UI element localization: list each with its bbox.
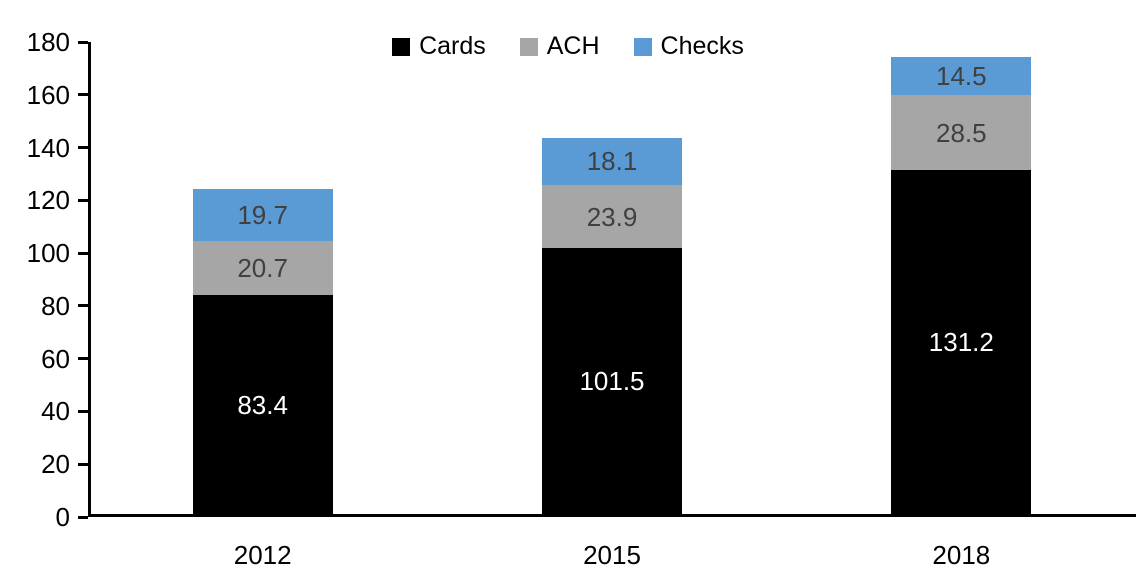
bar-segment-value: 19.7 — [237, 200, 288, 231]
y-axis-tick-label: 60 — [41, 343, 70, 374]
bar-segment-value: 28.5 — [936, 117, 987, 148]
y-axis-tick-label: 160 — [26, 79, 70, 110]
y-axis-tick-label: 20 — [41, 449, 70, 480]
bar-segment-ach-2018: 28.5 — [891, 95, 1032, 170]
legend-item-cards: Cards — [392, 34, 486, 59]
bar-segment-ach-2015: 23.9 — [542, 185, 682, 248]
y-axis-tick-label: 140 — [26, 132, 70, 163]
y-axis-tick — [78, 409, 88, 413]
bar-segment-cards-2015: 101.5 — [542, 247, 682, 514]
bar-segment-value: 18.1 — [586, 146, 638, 177]
y-axis-tick-label: 0 — [55, 502, 70, 532]
legend-swatch-icon — [392, 37, 411, 56]
bar-segment-value: 83.4 — [237, 389, 288, 420]
x-axis-label-2018: 2018 — [932, 540, 991, 570]
y-axis-tick-label: 180 — [26, 27, 70, 57]
x-axis-label-2015: 2015 — [583, 540, 641, 570]
y-axis-tick — [78, 251, 88, 255]
y-axis-tick-label: 40 — [41, 396, 70, 427]
y-axis-tick — [78, 515, 88, 519]
y-axis-tick — [78, 40, 88, 44]
y-axis-tick — [78, 146, 88, 150]
bar-segment-ach-2012: 20.7 — [192, 241, 333, 296]
legend-swatch-icon — [633, 37, 652, 56]
legend-item-label: Cards — [419, 32, 486, 60]
y-axis-tick-label: 100 — [26, 238, 70, 269]
bar-segment-value: 101.5 — [579, 365, 645, 396]
bar-segment-checks-2018: 14.5 — [891, 57, 1032, 96]
plot-area: 19.7 20.7 83.4 18.1 23.9 101.5 14.5 28.5 131.2 — [88, 42, 1136, 517]
bar-segment-checks-2015: 18.1 — [542, 137, 682, 186]
y-axis-tick — [78, 304, 88, 308]
y-axis-tick — [78, 462, 88, 466]
y-axis-tick — [78, 357, 88, 361]
bar-2018: 14.5 28.5 131.2 — [891, 57, 1032, 514]
legend-item-label: ACH — [546, 32, 600, 60]
legend-item-checks: Checks — [633, 32, 744, 60]
legend-item-ach: ACH — [519, 32, 600, 60]
chart-legend: Cards ACH Checks — [0, 34, 1136, 59]
bar-segment-checks-2012: 19.7 — [192, 189, 333, 242]
y-axis-tick — [78, 198, 88, 202]
bar-2015: 18.1 23.9 101.5 — [542, 137, 682, 514]
y-axis-tick-label: 80 — [41, 290, 70, 321]
bar-2012: 19.7 20.7 83.4 — [192, 189, 333, 514]
bar-segment-value: 14.5 — [936, 61, 987, 92]
y-axis-tick — [78, 93, 88, 97]
bar-segment-value: 131.2 — [928, 326, 994, 357]
x-axis-label-2012: 2012 — [233, 540, 292, 570]
bar-segment-cards-2018: 131.2 — [891, 169, 1032, 514]
legend-swatch-icon — [519, 37, 538, 56]
bar-segment-cards-2012: 83.4 — [192, 295, 333, 514]
bar-segment-value: 23.9 — [586, 201, 638, 232]
legend-item-label: Checks — [660, 32, 744, 60]
y-axis-tick-label: 120 — [26, 185, 70, 216]
bar-segment-value: 20.7 — [237, 253, 288, 284]
